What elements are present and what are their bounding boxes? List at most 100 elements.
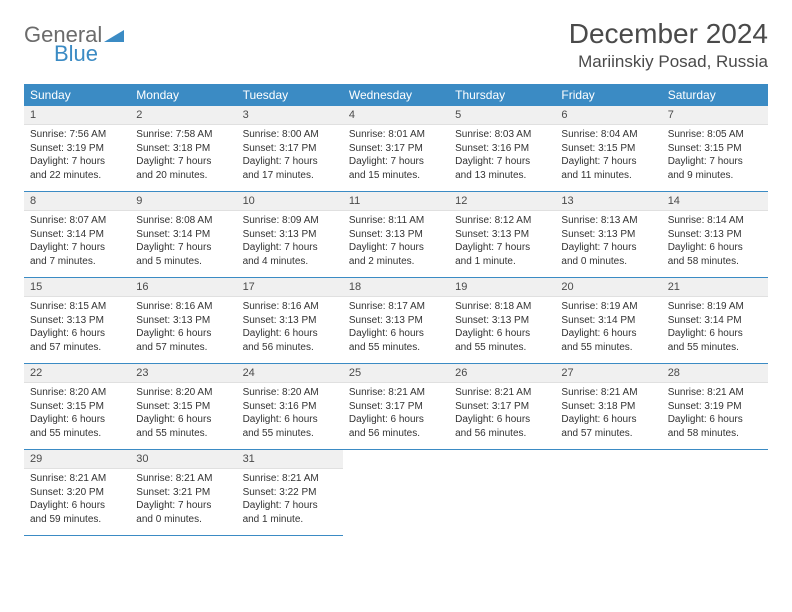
calendar-cell: 30Sunrise: 8:21 AMSunset: 3:21 PMDayligh… [130, 450, 236, 536]
daylight-text: Daylight: 6 hours and 57 minutes. [561, 413, 655, 440]
sunrise-text: Sunrise: 8:18 AM [455, 300, 549, 314]
day-body: Sunrise: 8:18 AMSunset: 3:13 PMDaylight:… [449, 297, 555, 360]
day-body: Sunrise: 8:21 AMSunset: 3:22 PMDaylight:… [237, 469, 343, 532]
day-body: Sunrise: 8:00 AMSunset: 3:17 PMDaylight:… [237, 125, 343, 188]
day-number: 16 [130, 278, 236, 297]
day-number: 14 [662, 192, 768, 211]
weekday-header: Friday [555, 84, 661, 106]
sunrise-text: Sunrise: 8:20 AM [30, 386, 124, 400]
weekday-header: Wednesday [343, 84, 449, 106]
calendar-cell: 15Sunrise: 8:15 AMSunset: 3:13 PMDayligh… [24, 278, 130, 364]
weekday-header-row: Sunday Monday Tuesday Wednesday Thursday… [24, 84, 768, 106]
month-title: December 2024 [569, 18, 768, 50]
sunset-text: Sunset: 3:21 PM [136, 486, 230, 500]
day-number: 9 [130, 192, 236, 211]
weekday-header: Tuesday [237, 84, 343, 106]
sunset-text: Sunset: 3:16 PM [243, 400, 337, 414]
day-body: Sunrise: 8:21 AMSunset: 3:17 PMDaylight:… [343, 383, 449, 446]
calendar-cell: 3Sunrise: 8:00 AMSunset: 3:17 PMDaylight… [237, 106, 343, 192]
calendar-cell: 9Sunrise: 8:08 AMSunset: 3:14 PMDaylight… [130, 192, 236, 278]
day-number: 11 [343, 192, 449, 211]
day-body: Sunrise: 8:01 AMSunset: 3:17 PMDaylight:… [343, 125, 449, 188]
day-body: Sunrise: 8:20 AMSunset: 3:15 PMDaylight:… [24, 383, 130, 446]
day-body: Sunrise: 8:15 AMSunset: 3:13 PMDaylight:… [24, 297, 130, 360]
sunset-text: Sunset: 3:15 PM [668, 142, 762, 156]
sunset-text: Sunset: 3:13 PM [243, 314, 337, 328]
sunset-text: Sunset: 3:17 PM [455, 400, 549, 414]
calendar-cell: 16Sunrise: 8:16 AMSunset: 3:13 PMDayligh… [130, 278, 236, 364]
sunset-text: Sunset: 3:14 PM [30, 228, 124, 242]
day-body: Sunrise: 8:16 AMSunset: 3:13 PMDaylight:… [130, 297, 236, 360]
weekday-header: Saturday [662, 84, 768, 106]
sunset-text: Sunset: 3:14 PM [136, 228, 230, 242]
title-block: December 2024 Mariinskiy Posad, Russia [569, 18, 768, 72]
sunrise-text: Sunrise: 8:15 AM [30, 300, 124, 314]
sunrise-text: Sunrise: 7:58 AM [136, 128, 230, 142]
daylight-text: Daylight: 6 hours and 55 minutes. [30, 413, 124, 440]
sunrise-text: Sunrise: 8:21 AM [136, 472, 230, 486]
calendar-cell [662, 450, 768, 536]
calendar-cell: 19Sunrise: 8:18 AMSunset: 3:13 PMDayligh… [449, 278, 555, 364]
day-number: 30 [130, 450, 236, 469]
day-body: Sunrise: 8:09 AMSunset: 3:13 PMDaylight:… [237, 211, 343, 274]
day-body: Sunrise: 8:08 AMSunset: 3:14 PMDaylight:… [130, 211, 236, 274]
daylight-text: Daylight: 7 hours and 0 minutes. [561, 241, 655, 268]
day-body: Sunrise: 8:07 AMSunset: 3:14 PMDaylight:… [24, 211, 130, 274]
calendar-cell: 12Sunrise: 8:12 AMSunset: 3:13 PMDayligh… [449, 192, 555, 278]
daylight-text: Daylight: 7 hours and 4 minutes. [243, 241, 337, 268]
sunrise-text: Sunrise: 8:16 AM [136, 300, 230, 314]
daylight-text: Daylight: 7 hours and 5 minutes. [136, 241, 230, 268]
sunrise-text: Sunrise: 8:21 AM [561, 386, 655, 400]
day-body: Sunrise: 7:58 AMSunset: 3:18 PMDaylight:… [130, 125, 236, 188]
header: General Blue December 2024 Mariinskiy Po… [24, 18, 768, 72]
day-body: Sunrise: 7:56 AMSunset: 3:19 PMDaylight:… [24, 125, 130, 188]
sunset-text: Sunset: 3:13 PM [349, 228, 443, 242]
day-number: 23 [130, 364, 236, 383]
daylight-text: Daylight: 7 hours and 2 minutes. [349, 241, 443, 268]
calendar-cell: 24Sunrise: 8:20 AMSunset: 3:16 PMDayligh… [237, 364, 343, 450]
daylight-text: Daylight: 6 hours and 56 minutes. [243, 327, 337, 354]
daylight-text: Daylight: 7 hours and 9 minutes. [668, 155, 762, 182]
sunrise-text: Sunrise: 8:00 AM [243, 128, 337, 142]
day-number: 1 [24, 106, 130, 125]
day-body: Sunrise: 8:04 AMSunset: 3:15 PMDaylight:… [555, 125, 661, 188]
sunrise-text: Sunrise: 8:21 AM [30, 472, 124, 486]
sunrise-text: Sunrise: 8:09 AM [243, 214, 337, 228]
calendar-cell: 25Sunrise: 8:21 AMSunset: 3:17 PMDayligh… [343, 364, 449, 450]
day-number: 31 [237, 450, 343, 469]
sunrise-text: Sunrise: 8:11 AM [349, 214, 443, 228]
logo: General Blue [24, 18, 124, 65]
calendar-row: 22Sunrise: 8:20 AMSunset: 3:15 PMDayligh… [24, 364, 768, 450]
day-body: Sunrise: 8:19 AMSunset: 3:14 PMDaylight:… [555, 297, 661, 360]
day-body: Sunrise: 8:13 AMSunset: 3:13 PMDaylight:… [555, 211, 661, 274]
calendar-body: 1Sunrise: 7:56 AMSunset: 3:19 PMDaylight… [24, 106, 768, 536]
day-body: Sunrise: 8:12 AMSunset: 3:13 PMDaylight:… [449, 211, 555, 274]
calendar-cell: 6Sunrise: 8:04 AMSunset: 3:15 PMDaylight… [555, 106, 661, 192]
day-number: 8 [24, 192, 130, 211]
sunrise-text: Sunrise: 8:13 AM [561, 214, 655, 228]
daylight-text: Daylight: 6 hours and 55 minutes. [349, 327, 443, 354]
day-number: 15 [24, 278, 130, 297]
calendar-cell: 27Sunrise: 8:21 AMSunset: 3:18 PMDayligh… [555, 364, 661, 450]
sunset-text: Sunset: 3:13 PM [136, 314, 230, 328]
day-number: 17 [237, 278, 343, 297]
sunset-text: Sunset: 3:13 PM [243, 228, 337, 242]
sunset-text: Sunset: 3:17 PM [349, 400, 443, 414]
calendar-cell: 14Sunrise: 8:14 AMSunset: 3:13 PMDayligh… [662, 192, 768, 278]
sunset-text: Sunset: 3:13 PM [455, 228, 549, 242]
daylight-text: Daylight: 7 hours and 7 minutes. [30, 241, 124, 268]
calendar-cell: 20Sunrise: 8:19 AMSunset: 3:14 PMDayligh… [555, 278, 661, 364]
sunset-text: Sunset: 3:16 PM [455, 142, 549, 156]
sunset-text: Sunset: 3:14 PM [561, 314, 655, 328]
calendar-cell: 23Sunrise: 8:20 AMSunset: 3:15 PMDayligh… [130, 364, 236, 450]
calendar-cell: 26Sunrise: 8:21 AMSunset: 3:17 PMDayligh… [449, 364, 555, 450]
calendar-cell: 31Sunrise: 8:21 AMSunset: 3:22 PMDayligh… [237, 450, 343, 536]
logo-triangle-icon [104, 28, 124, 47]
sunset-text: Sunset: 3:18 PM [136, 142, 230, 156]
calendar-row: 1Sunrise: 7:56 AMSunset: 3:19 PMDaylight… [24, 106, 768, 192]
sunrise-text: Sunrise: 8:20 AM [136, 386, 230, 400]
daylight-text: Daylight: 7 hours and 20 minutes. [136, 155, 230, 182]
calendar-cell: 18Sunrise: 8:17 AMSunset: 3:13 PMDayligh… [343, 278, 449, 364]
day-number: 25 [343, 364, 449, 383]
day-number: 21 [662, 278, 768, 297]
